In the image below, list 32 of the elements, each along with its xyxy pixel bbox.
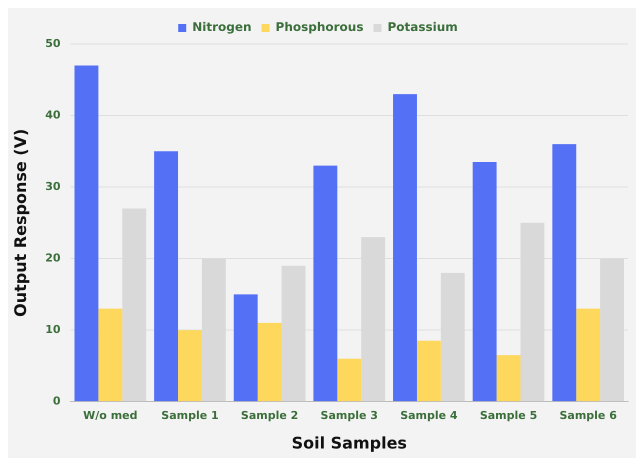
x-tick-label: Sample 1: [161, 409, 219, 422]
y-tick-label: 40: [45, 108, 61, 122]
bar: [416, 340, 441, 402]
y-tick-label: 0: [52, 394, 61, 408]
bar: [178, 330, 202, 402]
bar: [154, 151, 178, 402]
y-tick-label: 30: [45, 180, 61, 193]
bar: [98, 308, 122, 402]
bar: [313, 166, 338, 402]
bar: [496, 355, 520, 402]
bar: [234, 294, 258, 402]
legend-label: Potassium: [387, 20, 458, 34]
y-tick-label: 20: [45, 251, 61, 264]
bar: [552, 144, 576, 402]
bar: [74, 65, 98, 402]
legend-label: Nitrogen: [192, 20, 252, 34]
y-axis-title: Output Response (V): [10, 128, 30, 317]
bar: [393, 94, 417, 402]
y-tick-label: 50: [45, 36, 61, 50]
x-tick-label: Sample 3: [320, 409, 378, 422]
legend-label: Phosphorous: [276, 20, 364, 34]
x-tick-label: W/o med: [83, 409, 138, 422]
x-tick-label: Sample 4: [400, 409, 458, 422]
bar: [337, 358, 362, 402]
x-tick-label: Sample 2: [240, 409, 298, 422]
x-axis-title: Soil Samples: [292, 434, 407, 453]
bar: [258, 322, 282, 402]
x-tick-label: Sample 6: [559, 409, 618, 422]
y-tick-label: 10: [45, 322, 61, 336]
x-tick-label: Sample 5: [480, 409, 538, 422]
bar: [576, 308, 600, 402]
bar: [472, 162, 497, 402]
